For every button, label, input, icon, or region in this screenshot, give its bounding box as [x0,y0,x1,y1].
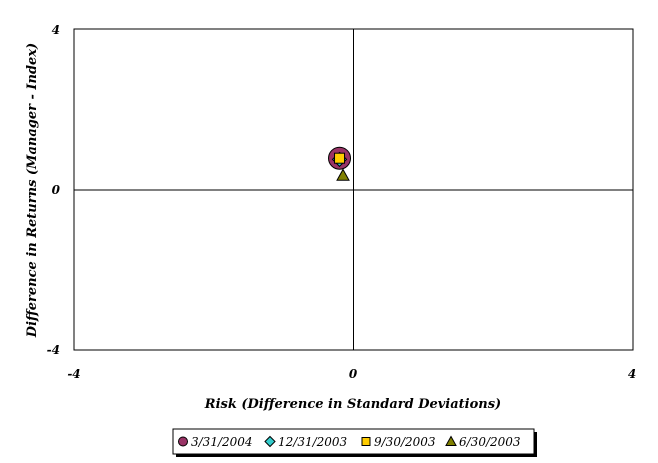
y-tick-middle: 0 [52,183,61,197]
legend-label-2: 9/30/2003 [374,435,436,449]
y-tick-top: 4 [52,23,60,37]
legend-marker-diamond [264,435,276,448]
legend-label-0: 3/31/2004 [191,435,253,449]
y-tick-bottom: -4 [47,343,60,357]
legend-box [172,428,535,455]
legend-marker-circle [178,436,188,447]
x-tick-right: 4 [628,367,636,381]
y-axis-title: Difference in Returns (Manager - Index) [25,43,40,338]
legend-marker-square [361,437,371,446]
data-point-triangle-3-0 [336,168,350,181]
legend-label-1: 12/31/2003 [278,435,348,449]
legend-marker-triangle [445,435,457,446]
legend-label-3: 6/30/2003 [459,435,521,449]
legend: 3/31/2004 12/31/2003 9/30/2003 6/30/2003 [178,435,521,449]
x-tick-middle: 0 [349,367,358,381]
x-axis-title: Risk (Difference in Standard Deviations) [204,397,501,412]
x-tick-left: -4 [67,367,80,381]
data-point-square-2-0 [334,152,346,164]
data-points [328,146,352,181]
